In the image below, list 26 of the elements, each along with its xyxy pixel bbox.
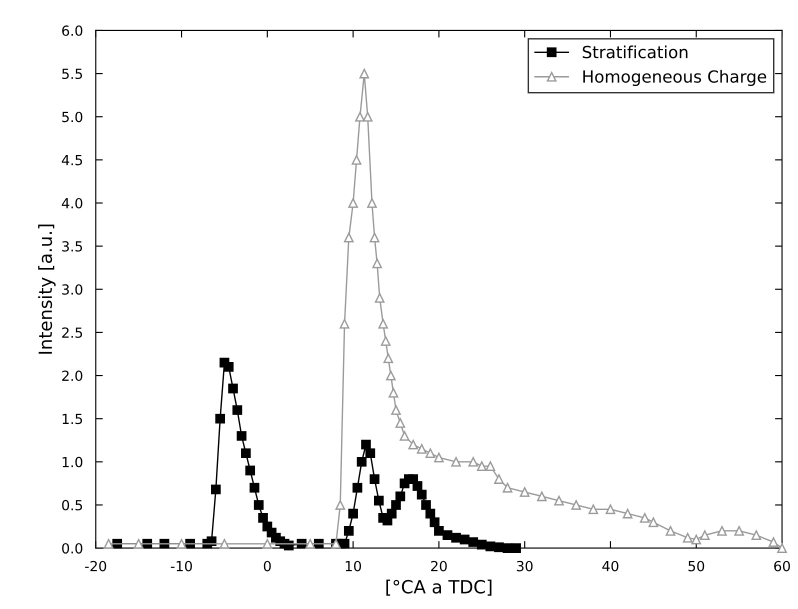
- y-tick-label: 3.5: [62, 241, 82, 252]
- x-tick-label: 20: [431, 560, 447, 572]
- y-tick-label: 5.0: [62, 112, 82, 122]
- y-tick-label: 0.0: [62, 543, 82, 554]
- y-tick-label: 2.5: [62, 327, 82, 338]
- x-axis-title: [°CA a TDC]: [386, 580, 492, 596]
- x-tick-label: 40: [602, 560, 618, 572]
- y-tick-label: 6.0: [62, 25, 82, 36]
- legend-label: Stratification: [582, 45, 688, 58]
- x-tick-label: -20: [85, 560, 106, 572]
- x-tick-label: 60: [774, 560, 790, 572]
- y-tick-label: 4.0: [62, 198, 82, 208]
- x-tick-label: -10: [170, 560, 192, 572]
- x-tick-label: 10: [346, 560, 362, 572]
- legend-label: Homogeneous Charge: [583, 70, 766, 86]
- y-tick-label: 1.5: [62, 414, 82, 424]
- y-axis-title: Intensity [a.u.]: [38, 224, 56, 354]
- y-tick-label: 1.0: [62, 456, 82, 468]
- y-tick-label: 0.5: [62, 500, 82, 510]
- y-tick-label: 5.5: [62, 68, 82, 80]
- y-tick-label: 2.0: [62, 370, 82, 382]
- x-tick-label: 0: [264, 560, 271, 572]
- x-tick-label: 50: [688, 560, 704, 572]
- y-tick-label: 4.5: [62, 155, 82, 166]
- y-tick-label: 3.0: [62, 284, 82, 295]
- x-tick-label: 30: [516, 560, 533, 572]
